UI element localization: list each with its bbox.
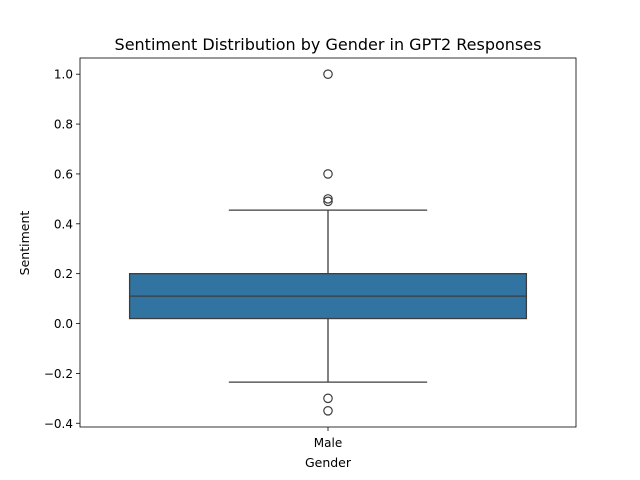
axes-frame: [79, 57, 577, 428]
y-axis-label: Sentiment: [17, 211, 32, 276]
outlier-point: [323, 69, 333, 80]
outlier-point: [323, 196, 333, 207]
y-tick-label: 0.0: [54, 317, 73, 331]
outlier-point: [323, 194, 333, 204]
plot-area: −0.4 −0.2 0.0 0.2 0.4 0.6 0.8 1.0 Male: [44, 57, 577, 450]
y-tick-label: 0.4: [54, 217, 73, 231]
chart-title: Sentiment Distribution by Gender in GPT2…: [115, 35, 542, 54]
y-tick-label: 0.2: [54, 267, 73, 281]
y-tick-label: 0.6: [54, 167, 73, 181]
x-axis-label: Gender: [305, 455, 352, 470]
y-tick-label: −0.4: [44, 417, 73, 431]
y-tick-label: 0.8: [54, 118, 73, 132]
outlier-point: [323, 393, 333, 404]
y-tick-label: 1.0: [54, 68, 73, 82]
outlier-point: [323, 405, 333, 416]
x-tick-label: Male: [314, 436, 342, 450]
outlier-point: [323, 169, 333, 179]
y-tick-label: −0.2: [44, 367, 73, 381]
